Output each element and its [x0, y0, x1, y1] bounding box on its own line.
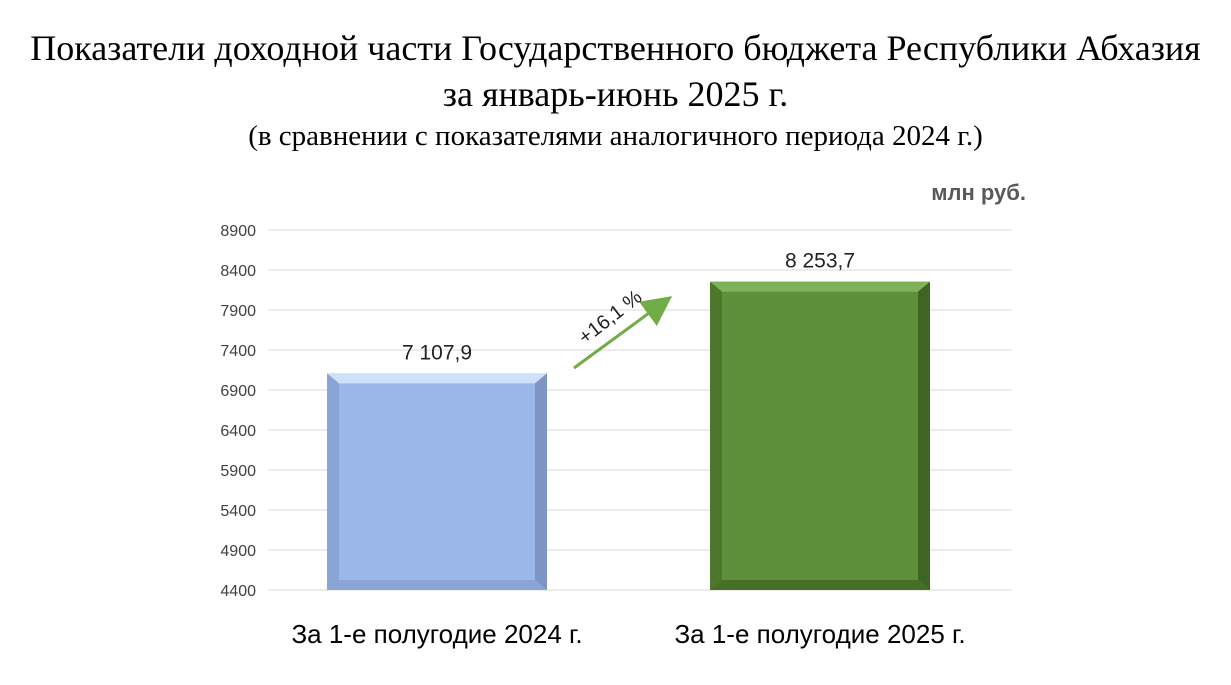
- y-tick-label: 5900: [220, 463, 256, 480]
- y-tick-label: 4400: [220, 583, 256, 600]
- category-labels: За 1-е полугодие 2024 г. За 1-е полугодие…: [291, 619, 965, 649]
- y-tick-label: 6900: [220, 383, 256, 400]
- growth-annotation: +16,1 %: [573, 286, 673, 370]
- y-tick-label: 8400: [220, 263, 256, 280]
- bar-1: [327, 373, 547, 590]
- data-labels: 7 107,9 8 253,7: [402, 250, 855, 365]
- chart-title-line-2: за январь-июнь 2025 г.: [442, 74, 789, 114]
- y-tick-label: 5400: [220, 503, 256, 520]
- unit-label: млн руб.: [931, 180, 1026, 205]
- chart-subtitle: (в сравнении с показателями аналогичного…: [248, 120, 983, 152]
- bar-2: [710, 281, 930, 590]
- chart-title-line-1: Показатели доходной части Государственно…: [30, 28, 1201, 68]
- growth-arrow: [573, 296, 673, 370]
- y-tick-label: 6400: [220, 423, 256, 440]
- data-label-2: 8 253,7: [785, 250, 855, 273]
- data-label-1: 7 107,9: [402, 341, 472, 364]
- y-tick-label: 8900: [220, 223, 256, 240]
- y-tick-label: 7900: [220, 303, 256, 320]
- bars: [327, 281, 930, 590]
- y-axis-ticks: 4400 4900 5400 5900 6400 6900 7400 7900 8400 8900: [220, 223, 256, 600]
- category-label-1: За 1-е полугодие 2024 г.: [291, 619, 582, 649]
- y-tick-label: 7400: [220, 343, 256, 360]
- y-tick-label: 4900: [220, 543, 256, 560]
- category-label-2: За 1-е полугодие 2025 г.: [674, 619, 965, 649]
